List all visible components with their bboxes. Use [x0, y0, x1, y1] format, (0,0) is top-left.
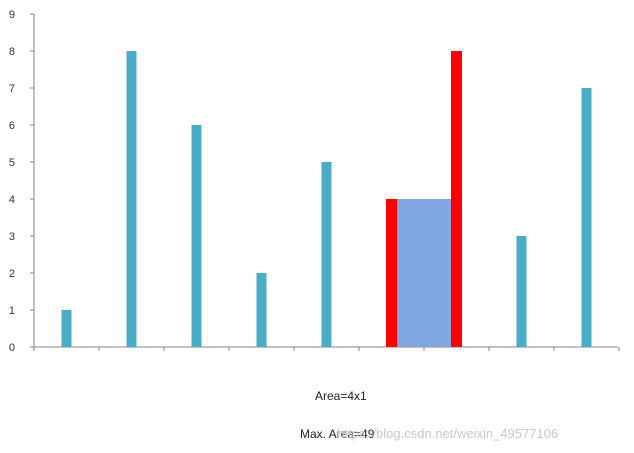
- y-tick-labels: 0 1 2 3 4 5 6 7 8 9: [9, 9, 15, 354]
- highlight-bar: [386, 199, 397, 347]
- bar: [256, 273, 267, 347]
- y-tick-label: 1: [9, 305, 15, 317]
- bar: [581, 88, 592, 347]
- bar-chart: 0 1 2 3 4 5 6 7 8 9: [9, 9, 620, 354]
- y-tick-label: 2: [9, 268, 15, 280]
- area-layer: [396, 199, 452, 347]
- bar: [191, 125, 202, 347]
- bar: [516, 236, 527, 347]
- bar: [321, 162, 332, 347]
- y-tick-label: 5: [9, 157, 15, 169]
- area-caption: Area=4x1: [315, 389, 367, 403]
- y-tick-label: 6: [9, 120, 15, 132]
- chart-bars: [61, 51, 592, 347]
- y-tick-label: 8: [9, 46, 15, 58]
- watermark: https://blog.csdn.net/weixin_49577106: [337, 426, 559, 441]
- y-tick-label: 3: [9, 231, 15, 243]
- area-fill: [396, 199, 452, 347]
- y-tick-label: 9: [9, 9, 15, 21]
- highlight-bar: [451, 51, 462, 347]
- y-tick-label: 4: [9, 194, 15, 206]
- bar: [61, 310, 72, 347]
- y-tick-label: 0: [9, 342, 15, 354]
- bar: [126, 51, 137, 347]
- max-area-caption: Max. Area=49: [300, 427, 375, 441]
- y-tick-label: 7: [9, 83, 15, 95]
